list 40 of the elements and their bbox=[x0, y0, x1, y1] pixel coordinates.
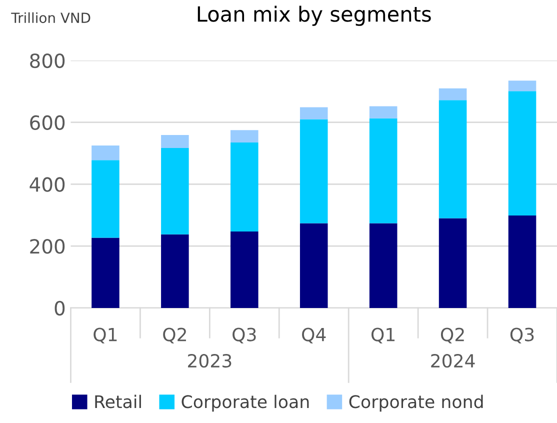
x-tick-label: Q3 bbox=[232, 328, 256, 344]
legend-label: Corporate loan bbox=[182, 394, 309, 412]
bar bbox=[438, 88, 467, 100]
x-tick-label: Q2 bbox=[440, 328, 464, 344]
bar bbox=[300, 119, 328, 224]
y-tick-label: 200 bbox=[30, 239, 65, 254]
bar bbox=[300, 107, 328, 120]
bar bbox=[161, 135, 189, 148]
text: 2023 bbox=[188, 354, 232, 368]
bar bbox=[438, 100, 467, 218]
text: 2024 bbox=[431, 354, 475, 368]
bar bbox=[369, 223, 398, 308]
bar bbox=[161, 148, 189, 234]
x-tick-label: Q1 bbox=[372, 328, 395, 344]
y-tick-label: 600 bbox=[30, 115, 65, 130]
bar bbox=[438, 218, 467, 308]
bar bbox=[92, 160, 120, 238]
legend-label: Retail bbox=[95, 394, 141, 408]
chart-title: Loan mix by segments bbox=[198, 6, 431, 26]
legend-label: Corporate nond bbox=[349, 394, 483, 412]
x-tick-label: Q3 bbox=[510, 328, 534, 344]
y-tick-label: 400 bbox=[30, 177, 65, 192]
bar bbox=[230, 232, 258, 308]
bar bbox=[508, 80, 536, 92]
bar bbox=[161, 234, 189, 308]
x-tick-label: Q2 bbox=[163, 328, 186, 344]
bar bbox=[230, 142, 258, 232]
bar bbox=[92, 146, 120, 160]
bar bbox=[300, 223, 328, 308]
bar bbox=[508, 215, 536, 308]
y-tick-label: 800 bbox=[30, 53, 65, 68]
y-axis-title: Trillion VND bbox=[11, 12, 90, 24]
bar bbox=[369, 106, 398, 118]
bar bbox=[92, 238, 120, 308]
x-tick-label: Q1 bbox=[94, 328, 117, 344]
bar bbox=[369, 118, 398, 224]
bar bbox=[508, 91, 536, 216]
y-tick-label: 0 bbox=[54, 300, 65, 316]
x-tick-label: Q4 bbox=[302, 328, 326, 344]
bar bbox=[230, 130, 258, 142]
